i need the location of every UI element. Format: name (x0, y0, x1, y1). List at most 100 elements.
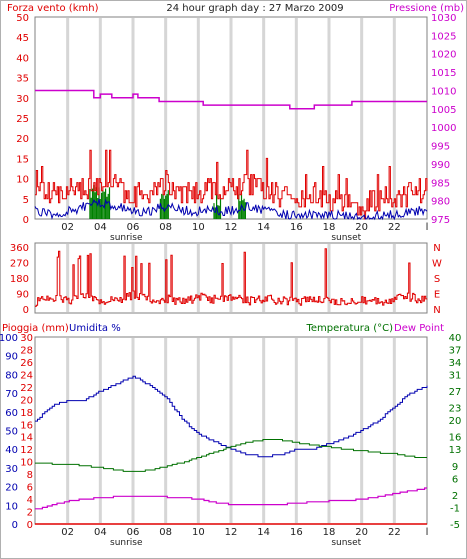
rain-tick-label: 14 (20, 433, 33, 444)
temperature-tick-label: 34 (449, 358, 462, 369)
sunset-label: sunset (331, 538, 361, 548)
humidity-tick-label: 40 (5, 445, 18, 456)
humidity-tick-label: 50 (5, 427, 18, 438)
x-tick-label: 06 (127, 527, 140, 538)
pressure-tick-label: 1000 (431, 123, 456, 134)
compass-label: N (433, 305, 440, 316)
wind-tick-label: 10 (16, 175, 29, 186)
sunrise-label: sunrise (110, 538, 143, 548)
rain-tick-label: 28 (20, 345, 33, 356)
humidity-tick-label: 60 (5, 408, 18, 419)
humidity-axis-title: Umidita % (69, 323, 121, 334)
rain-tick-label: 12 (20, 445, 33, 456)
temperature-tick-label: 2 (452, 491, 458, 502)
end-marker-label: l (426, 222, 429, 233)
rain-tick-label: 0 (27, 520, 33, 531)
direction-tick-label: 360 (10, 243, 29, 254)
humidity-tick-label: 100 (0, 333, 18, 344)
rain-tick-label: 24 (20, 370, 33, 381)
compass-label: S (434, 274, 440, 285)
wind-tick-label: 0 (23, 215, 29, 226)
x-tick-label: 08 (159, 527, 172, 538)
x-tick-label: 14 (257, 527, 270, 538)
compass-label: E (434, 290, 440, 301)
pressure-tick-label: 1020 (431, 50, 456, 61)
pressure-tick-label: 1030 (431, 13, 456, 24)
pressure-tick-label: 995 (431, 142, 450, 153)
sunrise-label: sunrise (110, 233, 143, 243)
rain-tick-label: 26 (20, 358, 33, 369)
wind-speed-avg-line (34, 198, 428, 221)
x-tick-label: 04 (94, 527, 107, 538)
wind-direction-line (35, 248, 428, 307)
humidity-series-line (35, 375, 428, 458)
wind-tick-label: 5 (23, 195, 29, 206)
rain-tick-label: 20 (20, 395, 33, 406)
x-tick-label: 20 (355, 222, 368, 233)
x-tick-label: 04 (94, 222, 107, 233)
temperature-series-line (35, 439, 427, 472)
dewpoint-series-line (35, 487, 427, 510)
pressure-tick-label: 990 (431, 160, 450, 171)
wind-tick-label: 30 (16, 94, 29, 105)
pressure-tick-label: 1005 (431, 105, 456, 116)
humidity-tick-label: 10 (5, 501, 18, 512)
rain-tick-label: 6 (27, 483, 33, 494)
pressure-tick-label: 975 (431, 215, 450, 226)
direction-tick-label: 0 (23, 305, 29, 316)
temperature-tick-label: 16 (449, 433, 462, 444)
x-tick-label: 18 (323, 527, 336, 538)
pressure-tick-label: 1015 (431, 68, 456, 79)
temperature-tick-label: 9 (452, 462, 458, 473)
sunset-label: sunset (331, 233, 361, 243)
pressure-tick-label: 980 (431, 197, 450, 208)
x-tick-label: 14 (257, 222, 270, 233)
wind-tick-label: 40 (16, 53, 29, 64)
temperature-tick-label: 20 (449, 416, 462, 427)
direction-tick-label: 270 (10, 259, 29, 270)
humidity-tick-label: 80 (5, 370, 18, 381)
rain-tick-label: 22 (20, 383, 33, 394)
rain-tick-label: 10 (20, 458, 33, 469)
x-tick-label: 22 (388, 222, 401, 233)
pressure-axis-title: Pressione (mb) (389, 3, 464, 14)
wind-tick-label: 15 (16, 154, 29, 165)
rain-tick-label: 30 (20, 333, 33, 344)
direction-tick-label: 180 (10, 274, 29, 285)
x-tick-label: 08 (159, 222, 172, 233)
temperature-tick-label: 37 (449, 345, 462, 356)
rain-tick-label: 8 (27, 470, 33, 481)
rain-tick-label: 16 (20, 420, 33, 431)
compass-label: N (433, 243, 440, 254)
temperature-axis-title: Temperatura (°C) (305, 323, 393, 334)
temperature-tick-label: 40 (449, 333, 462, 344)
temperature-tick-label: 23 (449, 404, 462, 415)
rain-tick-label: 4 (27, 495, 33, 506)
x-tick-label: 06 (127, 222, 140, 233)
humidity-tick-label: 90 (5, 352, 18, 363)
temperature-tick-label: -5 (450, 520, 460, 531)
temperature-tick-label: -1 (450, 503, 460, 514)
wind-tick-label: 25 (16, 114, 29, 125)
wind-tick-label: 35 (16, 74, 29, 85)
x-tick-label: 22 (388, 527, 401, 538)
x-tick-label: 10 (192, 527, 205, 538)
wind-tick-label: 45 (16, 33, 29, 44)
x-tick-label: 16 (290, 222, 303, 233)
x-tick-label: 12 (225, 222, 238, 233)
x-tick-label: 02 (61, 527, 74, 538)
x-tick-label: 16 (290, 527, 303, 538)
humidity-tick-label: 0 (12, 520, 18, 531)
dewpoint-axis-title: Dew Point (394, 323, 444, 334)
x-tick-label: 10 (192, 222, 205, 233)
temperature-tick-label: 6 (452, 474, 458, 485)
wind-axis-title: Forza vento (kmh) (7, 3, 99, 14)
temperature-tick-label: 27 (449, 387, 462, 398)
pressure-tick-label: 1025 (431, 31, 456, 42)
wind-tick-label: 20 (16, 134, 29, 145)
x-tick-label: 18 (323, 222, 336, 233)
x-tick-label: 02 (61, 222, 74, 233)
rain-axis-title: Pioggia (mm) (2, 323, 69, 334)
x-tick-label: 12 (225, 527, 238, 538)
temperature-tick-label: 31 (449, 370, 462, 381)
